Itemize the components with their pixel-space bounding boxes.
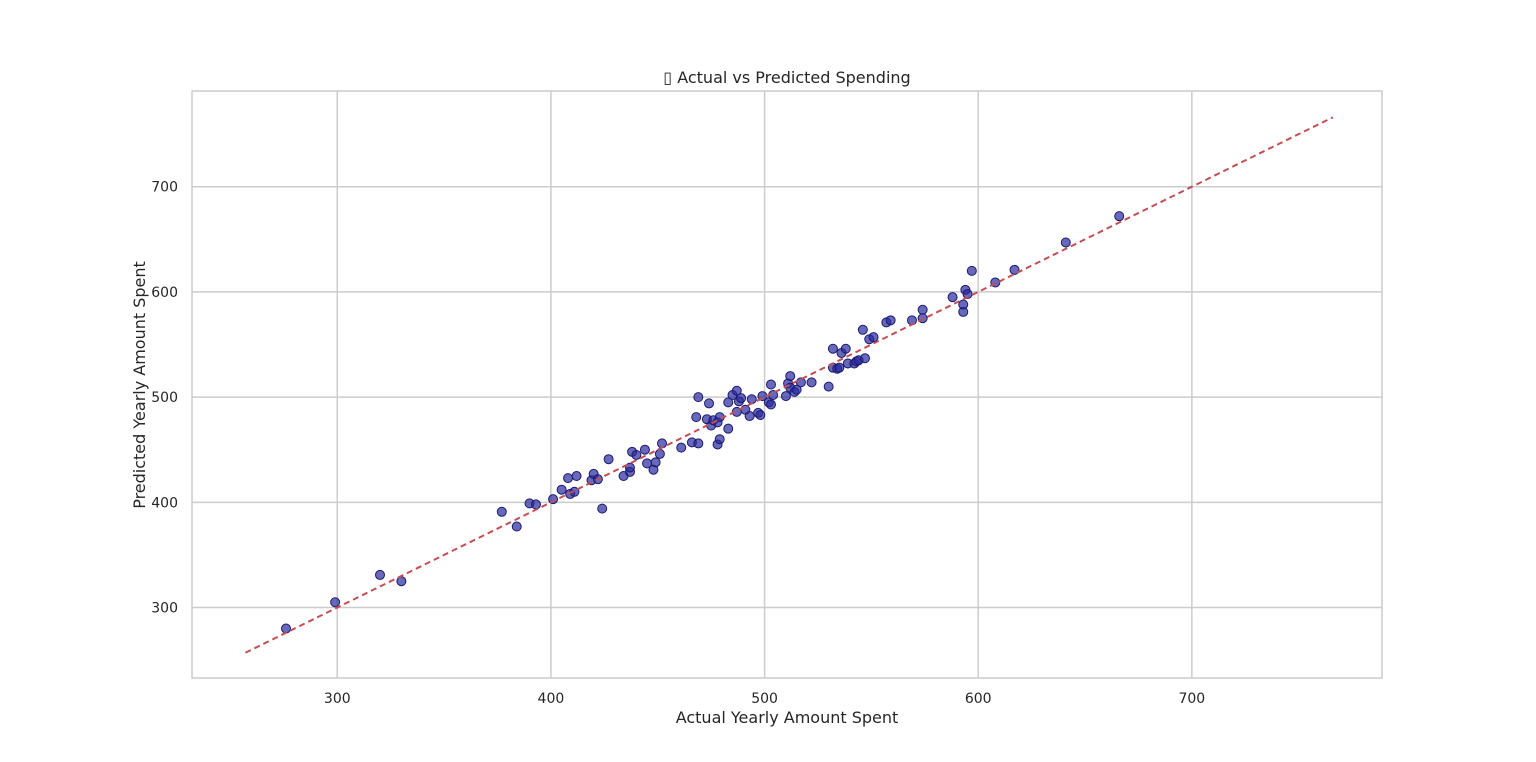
data-point [780, 391, 791, 402]
data-point [714, 434, 725, 445]
data-point [917, 304, 928, 315]
data-point [885, 315, 896, 326]
data-point [1114, 211, 1125, 222]
data-point [556, 484, 567, 495]
data-point [639, 444, 650, 455]
data-point [947, 292, 958, 303]
y-tick-label: 600 [151, 285, 178, 301]
data-point [597, 503, 608, 514]
data-point [704, 398, 715, 409]
data-point [571, 471, 582, 482]
x-tick-label: 300 [324, 691, 351, 707]
y-axis-label: Predicted Yearly Amount Spent [130, 261, 149, 509]
data-point [966, 265, 977, 276]
data-point [868, 332, 879, 343]
data-point [859, 353, 870, 364]
data-point [827, 343, 838, 354]
data-point [569, 486, 580, 497]
y-tick-label: 300 [151, 601, 178, 617]
data-point [834, 362, 845, 373]
y-tick-label: 400 [151, 495, 178, 511]
data-point [650, 457, 661, 468]
data-point [744, 411, 755, 422]
data-points [281, 211, 1125, 634]
data-point [693, 392, 704, 403]
data-point [631, 449, 642, 460]
data-point [330, 597, 341, 608]
data-point [791, 384, 802, 395]
data-point [755, 410, 766, 421]
data-point [736, 393, 747, 404]
data-point [765, 379, 776, 390]
data-point [496, 506, 507, 517]
data-point [530, 499, 541, 510]
data-point [563, 473, 574, 484]
data-point [731, 385, 742, 396]
y-tick-label: 500 [151, 390, 178, 406]
data-point [958, 299, 969, 310]
x-tick-label: 700 [1178, 691, 1205, 707]
x-tick-label: 500 [751, 691, 778, 707]
plot-frame [191, 90, 1383, 679]
x-axis-label: Actual Yearly Amount Spent [676, 708, 899, 727]
x-tick-label: 400 [538, 691, 565, 707]
y-tick-label: 700 [151, 180, 178, 196]
tick-labels: 300 400 500 600 700 300 400 500 600 700 [151, 180, 1205, 707]
reference-line [244, 116, 1334, 654]
grid-lines [192, 91, 1382, 678]
data-point [806, 377, 817, 388]
data-point [1060, 237, 1071, 248]
data-point [511, 521, 522, 532]
data-point [603, 454, 614, 465]
data-point [375, 569, 386, 580]
data-point [654, 448, 665, 459]
data-point [765, 399, 776, 410]
data-point [785, 371, 796, 382]
data-point [795, 377, 806, 388]
data-point [723, 423, 734, 434]
data-point [723, 397, 734, 408]
data-point [857, 324, 868, 335]
data-point [823, 381, 834, 392]
data-point [676, 442, 687, 453]
chart-title: ▯ Actual vs Predicted Spending [663, 68, 910, 87]
data-point [840, 343, 851, 354]
data-point [693, 438, 704, 449]
data-point [691, 412, 702, 423]
x-tick-label: 600 [965, 691, 992, 707]
